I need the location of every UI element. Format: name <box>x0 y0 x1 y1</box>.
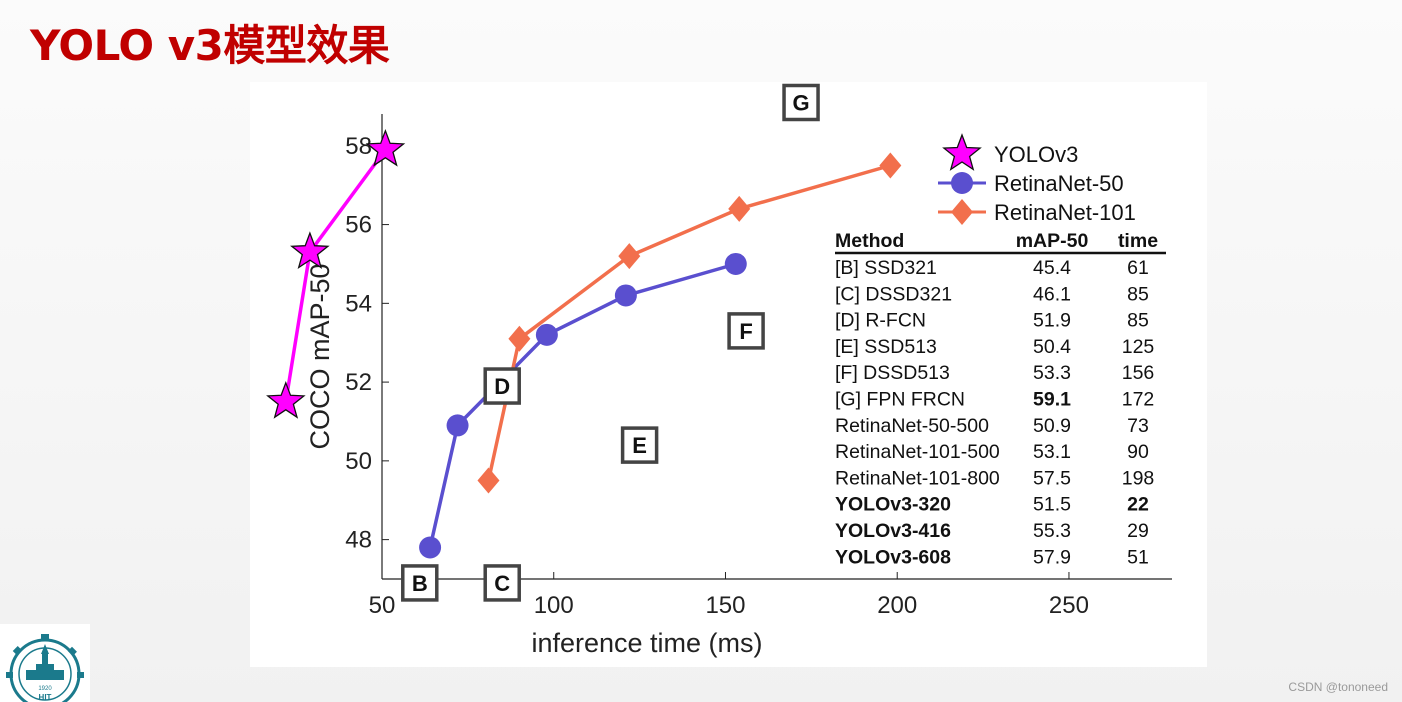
point-label-text: G <box>792 90 809 115</box>
table-cell-method: [G] FPN FRCN <box>835 389 965 411</box>
series-line-2 <box>486 163 891 481</box>
y-tick-label: 48 <box>345 527 372 554</box>
chart-svg: 50 100 150 200 250 48 50 52 54 56 58 inference time… <box>266 83 1172 658</box>
x-tick-label: 250 <box>1049 592 1089 619</box>
point-label-box <box>483 367 521 405</box>
chart-panel: 50 100 150 200 250 48 50 52 54 56 58 inference time… <box>250 82 1207 667</box>
data-point-2-1 <box>508 325 531 352</box>
legend-marker <box>951 199 973 225</box>
y-tick-label: 52 <box>345 369 372 396</box>
table-cell-time: 85 <box>1127 283 1149 305</box>
table-cell-map: 55.3 <box>1033 520 1071 542</box>
data-point-2-3 <box>728 195 751 222</box>
table-cell-time: 85 <box>1127 310 1149 332</box>
table-cell-method: YOLOv3-608 <box>835 546 951 568</box>
x-tick-label: 100 <box>534 592 574 619</box>
table-cell-method: [B] SSD321 <box>835 257 937 279</box>
slide-title: YOLO v3模型效果 <box>30 21 390 70</box>
data-point-1-3 <box>614 284 637 307</box>
data-point-2-2 <box>618 243 641 270</box>
data-point-2-4 <box>879 152 902 179</box>
table-cell-time: 51 <box>1127 546 1149 568</box>
university-logo-icon: 1920 HIT <box>0 624 90 702</box>
table-cell-time: 61 <box>1127 257 1149 279</box>
table-cell-map: 57.9 <box>1033 546 1071 568</box>
point-label-box <box>782 83 820 122</box>
y-tick-label: 58 <box>345 133 372 160</box>
x-tick-label: 150 <box>705 592 745 619</box>
table-cell-method: RetinaNet-101-800 <box>835 467 1000 489</box>
table-cell-method: [E] SSD513 <box>835 336 937 358</box>
x-axis-title: inference time (ms) <box>531 628 762 658</box>
data-point-0-2 <box>365 128 406 167</box>
point-label-box <box>620 426 659 464</box>
table-cell-map: 59.1 <box>1033 389 1071 411</box>
table-cell-method: [C] DSSD321 <box>835 283 952 305</box>
point-label-text: D <box>494 374 510 399</box>
y-axis-title: COCO mAP-50 <box>305 263 335 449</box>
table-cell-map: 51.5 <box>1033 494 1071 516</box>
point-label-text: C <box>494 571 510 596</box>
table-cell-method: YOLOv3-416 <box>835 520 951 542</box>
legend-label: YOLOv3 <box>994 142 1078 167</box>
data-point-2-0 <box>477 467 500 494</box>
table-cell-time: 172 <box>1122 389 1155 411</box>
point-label-text: B <box>412 571 428 596</box>
data-point-1-4 <box>724 252 747 275</box>
legend-marker <box>942 133 982 171</box>
table-cell-map: 45.4 <box>1033 257 1071 279</box>
point-label-box <box>727 312 765 350</box>
point-label-box <box>483 564 521 602</box>
table-header-time: time <box>1118 230 1158 252</box>
table-cell-map: 53.1 <box>1033 441 1071 463</box>
legend-label: RetinaNet-101 <box>994 200 1136 225</box>
x-tick-label: 50 <box>369 592 396 619</box>
data-point-0-1 <box>290 231 330 270</box>
legend-marker <box>951 172 973 194</box>
legend-label: RetinaNet-50 <box>994 171 1124 196</box>
table-cell-time: 198 <box>1122 467 1155 489</box>
table-cell-method: [F] DSSD513 <box>835 362 950 384</box>
table-cell-method: RetinaNet-50-500 <box>835 415 989 437</box>
point-label-text: F <box>739 319 752 344</box>
table-cell-map: 50.9 <box>1033 415 1071 437</box>
table-cell-time: 90 <box>1127 441 1149 463</box>
data-point-1-0 <box>419 536 442 559</box>
logo-year: 1920 <box>38 686 52 692</box>
series-line-0 <box>284 148 387 403</box>
table-cell-time: 22 <box>1127 494 1149 516</box>
table-cell-map: 57.5 <box>1033 467 1071 489</box>
x-tick-label: 200 <box>877 592 917 619</box>
table-cell-time: 125 <box>1122 336 1155 358</box>
table-cell-method: RetinaNet-101-500 <box>835 441 1000 463</box>
watermark: CSDN @tononeed <box>1288 680 1388 694</box>
table-cell-time: 29 <box>1127 520 1149 542</box>
table-cell-time: 73 <box>1127 415 1149 437</box>
table-cell-time: 156 <box>1122 362 1155 384</box>
point-label-text: E <box>632 433 647 458</box>
data-point-0-0 <box>266 380 306 419</box>
table-cell-method: YOLOv3-320 <box>835 494 951 516</box>
data-point-1-1 <box>446 414 469 437</box>
series-line-1 <box>428 262 737 548</box>
table-cell-map: 51.9 <box>1033 310 1071 332</box>
table-cell-map: 53.3 <box>1033 362 1071 384</box>
data-point-1-2 <box>535 323 558 346</box>
table-cell-map: 46.1 <box>1033 283 1071 305</box>
point-label-box <box>401 564 439 602</box>
logo-text: HIT <box>39 693 52 702</box>
table-cell-method: [D] R-FCN <box>835 310 926 332</box>
table-cell-map: 50.4 <box>1033 336 1071 358</box>
table-header-map: mAP-50 <box>1016 230 1089 252</box>
y-tick-label: 54 <box>345 290 372 317</box>
y-tick-label: 50 <box>345 448 372 475</box>
y-tick-label: 56 <box>345 212 372 239</box>
table-header-method: Method <box>835 230 904 252</box>
